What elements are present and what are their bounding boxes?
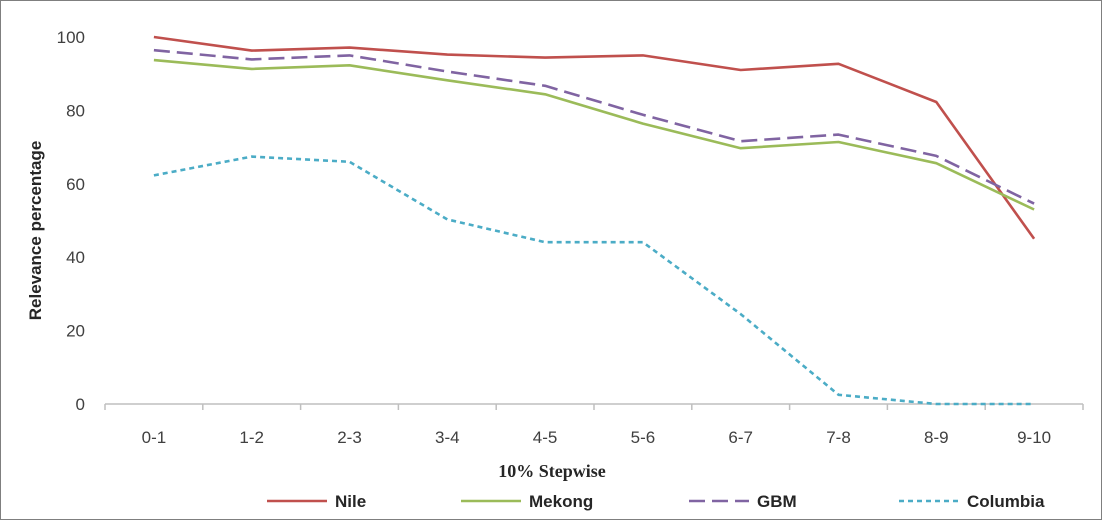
y-tick-label: 60 (66, 175, 85, 194)
x-tick-label: 0-1 (142, 428, 167, 447)
y-tick-label: 80 (66, 101, 85, 120)
series-line-columbia (153, 155, 1035, 406)
x-tick-label: 9-10 (1017, 428, 1051, 447)
x-axis-title: 10% Stepwise (498, 461, 606, 481)
x-tick-label: 7-8 (826, 428, 851, 447)
series-line-nile (153, 35, 1036, 240)
series-line-mekong (153, 58, 1035, 211)
series-layer (153, 35, 1036, 406)
y-axis-title: Relevance percentage (26, 141, 45, 321)
x-tick-label: 1-2 (239, 428, 264, 447)
x-tick-label: 3-4 (435, 428, 460, 447)
series-line-gbm (153, 48, 1035, 205)
y-tick-label: 40 (66, 248, 85, 267)
x-tick-label: 5-6 (631, 428, 656, 447)
x-tick-label: 8-9 (924, 428, 949, 447)
y-tick-label: 100 (57, 28, 85, 47)
legend: Nile Mekong GBM Columbia (267, 492, 1045, 511)
y-tick-label: 20 (66, 322, 85, 341)
x-tick-label: 2-3 (337, 428, 362, 447)
legend-label-gbm: GBM (757, 492, 797, 511)
legend-label-mekong: Mekong (529, 492, 593, 511)
x-tick-label: 6-7 (728, 428, 753, 447)
x-tick-label: 4-5 (533, 428, 558, 447)
x-axis: 0-1 1-2 2-3 3-4 4-5 5-6 6-7 7-8 8-9 9-10 (104, 404, 1084, 447)
y-axis: 0 20 40 60 80 100 (57, 28, 85, 414)
y-tick-label: 0 (76, 395, 85, 414)
legend-label-columbia: Columbia (967, 492, 1045, 511)
legend-label-nile: Nile (335, 492, 366, 511)
